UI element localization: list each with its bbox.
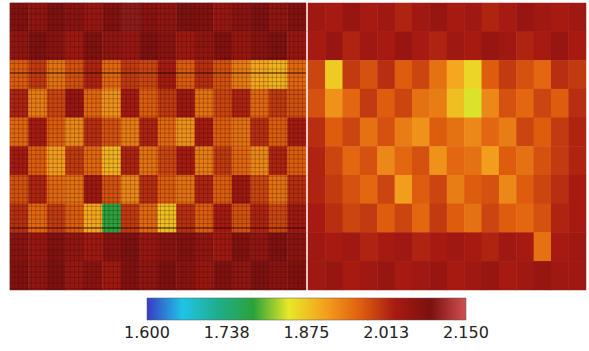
svg-text:1.600: 1.600 — [124, 323, 170, 342]
svg-text:1.875: 1.875 — [284, 323, 330, 342]
svg-text:2.013: 2.013 — [363, 323, 409, 342]
svg-text:2.150: 2.150 — [443, 323, 489, 342]
svg-text:1.738: 1.738 — [204, 323, 250, 342]
